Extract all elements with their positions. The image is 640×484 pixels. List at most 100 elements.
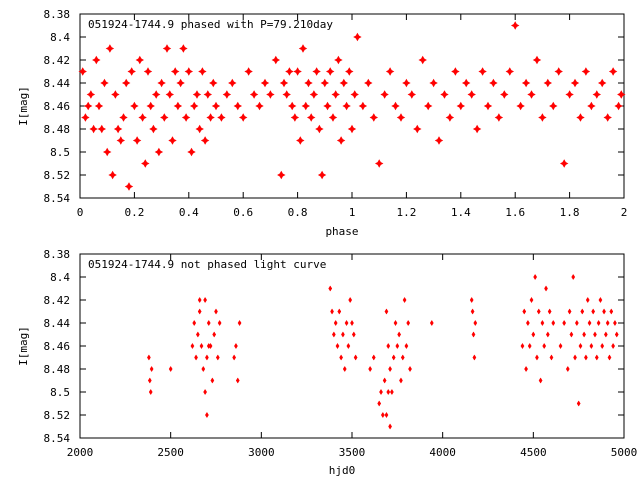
data-point: [173, 101, 183, 111]
chart-title: 051924-1744.9 not phased light curve: [88, 258, 326, 271]
x-tick-label: 0.2: [124, 206, 144, 219]
data-point: [614, 101, 623, 111]
data-point: [298, 44, 308, 53]
data-point: [578, 342, 583, 350]
data-point: [323, 101, 332, 111]
data-point: [201, 365, 206, 373]
data-point: [135, 55, 144, 65]
data-point: [603, 331, 608, 338]
data-point: [190, 342, 195, 350]
data-point: [143, 67, 153, 76]
data-point: [388, 365, 392, 373]
data-point: [451, 67, 460, 76]
data-point: [380, 90, 389, 99]
data-point: [235, 377, 240, 384]
data-point: [336, 136, 346, 145]
data-point: [350, 319, 354, 327]
data-point: [203, 296, 208, 304]
y-tick-label: 8.44: [44, 317, 71, 330]
data-point: [535, 354, 539, 361]
data-point: [328, 113, 338, 122]
data-point: [197, 296, 202, 304]
data-point: [339, 354, 344, 361]
data-point: [97, 124, 107, 134]
data-point: [282, 90, 291, 99]
data-point: [168, 136, 177, 145]
data-point: [315, 124, 324, 134]
data-point: [391, 101, 400, 111]
data-point: [121, 78, 131, 88]
data-point: [197, 308, 202, 315]
data-point: [342, 365, 347, 373]
data-point: [132, 136, 142, 145]
data-point: [94, 101, 104, 111]
data-point: [483, 101, 493, 111]
data-point: [596, 319, 601, 327]
data-point: [111, 90, 120, 99]
data-point: [212, 331, 217, 338]
y-tick-label: 8.38: [44, 248, 71, 261]
data-point: [573, 354, 577, 361]
data-point: [255, 101, 264, 111]
data-point: [456, 101, 466, 111]
data-point: [200, 136, 210, 145]
data-point: [271, 55, 280, 65]
data-point: [592, 90, 602, 99]
data-point: [105, 44, 115, 53]
data-point: [184, 67, 194, 76]
data-point: [100, 78, 109, 88]
unphased-light-curve-panel: 2000 2500 3000 3500 4000 4500 5000 8.38 8.4 8.42 8…: [17, 248, 637, 477]
y-tick-label: 8.46: [44, 340, 71, 353]
data-point: [170, 67, 180, 76]
x-tick-label: 0.8: [288, 206, 308, 219]
data-point: [168, 365, 173, 373]
data-point: [531, 331, 536, 338]
data-point: [189, 101, 199, 111]
data-point: [532, 55, 542, 65]
data-point: [205, 411, 209, 419]
data-point: [127, 67, 136, 76]
x-axis-label: phase: [325, 225, 358, 238]
x-tick-label: 3000: [248, 446, 275, 459]
x-tick-label: 4000: [429, 446, 456, 459]
data-point: [371, 354, 376, 361]
data-point: [527, 342, 532, 350]
data-point: [611, 342, 616, 350]
data-point: [317, 170, 327, 180]
y-tick-label: 8.52: [44, 409, 71, 422]
y-tick-label: 8.4: [50, 31, 70, 44]
data-point: [288, 101, 297, 111]
data-point: [203, 388, 208, 396]
data-point: [545, 331, 550, 338]
data-point: [473, 319, 478, 327]
data-point: [211, 101, 221, 111]
data-point: [386, 342, 391, 350]
data-point: [547, 308, 552, 315]
x-tick-label: 1.8: [560, 206, 580, 219]
y-tick-label: 8.38: [44, 8, 71, 21]
data-point: [147, 377, 152, 384]
y-tick-label: 8.48: [44, 363, 71, 376]
data-point: [348, 296, 353, 304]
data-point: [613, 319, 617, 327]
data-point: [510, 21, 520, 30]
data-point: [165, 90, 175, 99]
data-point: [331, 90, 340, 99]
data-point: [342, 101, 351, 111]
data-point: [467, 90, 476, 99]
data-point: [237, 319, 242, 327]
data-point: [400, 354, 405, 361]
x-tick-label: 2500: [157, 446, 184, 459]
data-point: [320, 78, 330, 88]
data-point: [84, 101, 93, 111]
x-tick-label: 2000: [67, 446, 94, 459]
data-point: [582, 331, 587, 338]
data-point: [78, 67, 87, 76]
data-point: [549, 354, 554, 361]
data-point: [386, 388, 391, 396]
data-point: [396, 113, 406, 122]
y-tick-label: 8.42: [44, 294, 71, 307]
data-point: [293, 67, 302, 76]
data-point: [152, 90, 161, 99]
x-tick-label: 3500: [339, 446, 366, 459]
